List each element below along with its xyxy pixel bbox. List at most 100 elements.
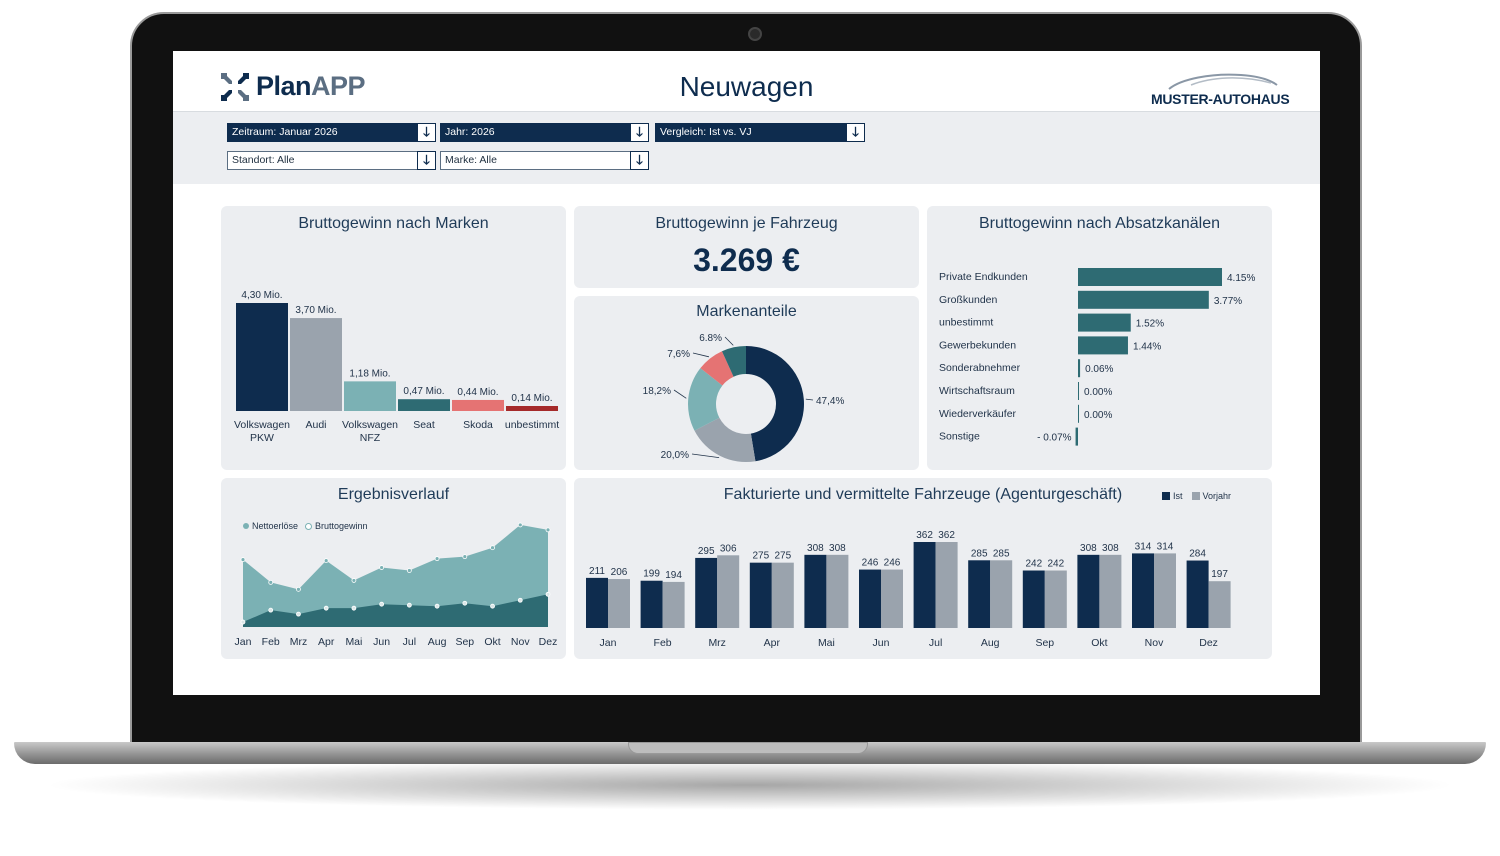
logo-plan-text: Plan: [256, 71, 312, 101]
area-month-label: Mai: [345, 636, 362, 648]
kanal-data-label: 0.06%: [1085, 364, 1113, 375]
fahrzeuge-month-label: Nov: [1145, 637, 1164, 649]
fahrzeuge-bar-ist: [1132, 553, 1154, 628]
marken-bar: [398, 399, 450, 411]
arrow-down-icon[interactable]: 🡓: [417, 123, 436, 142]
jahr-value: Jahr: 2026: [445, 126, 495, 138]
donut-leader-line: [673, 389, 687, 399]
donut-label: 18,2%: [643, 386, 671, 397]
area-point: [379, 565, 385, 570]
fahrzeuge-data-label: 199: [643, 569, 660, 580]
card-kpi: Bruttogewinn je Fahrzeug 3.269 €: [574, 206, 919, 288]
area-month-label: Jun: [373, 636, 390, 648]
kanal-bar: [1075, 427, 1078, 446]
fahrzeuge-bar-ist: [804, 554, 827, 628]
area-point: [240, 619, 246, 625]
marken-category-label: PKW: [250, 432, 274, 444]
area-point: [351, 578, 357, 583]
fahrzeuge-bar-ist: [749, 562, 772, 628]
kanal-data-label: 0.00%: [1084, 387, 1112, 398]
area-month-label: Sep: [455, 636, 474, 648]
page-title: Neuwagen: [679, 71, 814, 102]
area-point: [462, 600, 468, 606]
laptop-notch: [628, 742, 868, 754]
kanal-bar: [1078, 359, 1081, 378]
area-point: [379, 601, 385, 607]
fahrzeuge-month-label: Okt: [1091, 637, 1107, 649]
fahrzeuge-bar-ist: [586, 577, 608, 628]
donut-slice: [746, 346, 804, 462]
legend-nettoerloese-label: Nettoerlöse: [252, 521, 299, 531]
kanal-category-label: Sonderabnehmer: [939, 362, 1021, 374]
fahrzeuge-data-label: 285: [971, 548, 988, 559]
marken-category-label: unbestimmt: [505, 419, 559, 431]
filter-bar: Zeitraum: Januar 2026 🡓 Jahr: 2026 🡓 Ver…: [173, 112, 1320, 184]
fahrzeuge-bar-ist: [859, 569, 881, 628]
kanal-category-label: Private Endkunden: [939, 271, 1028, 283]
card-absatzkanaele: Bruttogewinn nach Absatzkanälen Private …: [927, 206, 1272, 470]
fahrzeuge-data-label: 306: [720, 543, 737, 554]
fahrzeuge-bar-vorjahr: [826, 554, 849, 628]
fahrzeuge-month-label: Jun: [873, 637, 890, 649]
legend-bruttogewinn-label: Bruttogewinn: [315, 521, 368, 531]
marken-category-label: NFZ: [360, 432, 381, 444]
marken-data-label: 0,47 Mio.: [403, 386, 444, 397]
donut-label: 20,0%: [661, 450, 689, 461]
kpi-value: 3.269 €: [693, 242, 800, 278]
legend-dot-icon: [243, 523, 249, 529]
zeitraum-dropdown[interactable]: Zeitraum: Januar 2026 🡓: [227, 123, 436, 142]
fahrzeuge-month-label: Feb: [654, 637, 672, 649]
arrow-down-icon[interactable]: 🡓: [630, 123, 649, 142]
marken-bar: [290, 318, 342, 411]
fahrzeuge-data-label: 275: [752, 551, 769, 562]
kanal-bar: [1078, 382, 1079, 400]
kanal-category-label: Sonstige: [939, 431, 980, 443]
area-point: [268, 580, 274, 585]
kanal-bar: [1078, 290, 1209, 309]
standort-dropdown[interactable]: Standort: Alle 🡓: [227, 151, 436, 170]
zeitraum-value: Zeitraum: Januar 2026: [232, 126, 338, 138]
fahrzeuge-bar-vorjahr: [1208, 581, 1231, 628]
fahrzeuge-bar-ist: [640, 580, 663, 628]
marken-data-label: 0,44 Mio.: [457, 387, 498, 398]
area-point: [517, 597, 523, 603]
fahrzeuge-bar-vorjahr: [935, 542, 958, 628]
fahrzeuge-bar-vorjahr: [608, 579, 630, 628]
kanal-bar: [1078, 404, 1079, 423]
brand-name: MUSTER-AUTOHAUS: [1151, 91, 1290, 107]
fahrzeuge-bar-vorjahr: [771, 562, 794, 628]
area-month-label: Jul: [403, 636, 416, 648]
donut-label: 7,6%: [667, 349, 690, 360]
kanal-bar: [1078, 336, 1128, 355]
jahr-dropdown[interactable]: Jahr: 2026 🡓: [440, 123, 649, 142]
marke-dropdown[interactable]: Marke: Alle 🡓: [440, 151, 649, 170]
fahrzeuge-data-label: 194: [665, 570, 682, 581]
legend-vorjahr-label: Vorjahr: [1202, 491, 1232, 501]
fahrzeuge-bar-ist: [695, 557, 718, 628]
fahrzeuge-bar-vorjahr: [662, 581, 685, 628]
donut-slice: [700, 351, 734, 386]
vergleich-dropdown[interactable]: Vergleich: Ist vs. VJ 🡓: [655, 123, 865, 142]
card-markenanteile-title: Markenanteile: [696, 303, 797, 320]
planapp-logo[interactable]: PlanAPP: [220, 71, 366, 102]
donut-leader-line: [692, 352, 710, 358]
fahrzeuge-data-label: 308: [829, 543, 846, 554]
fahrzeuge-data-label: 284: [1189, 549, 1206, 560]
arrow-down-icon[interactable]: 🡓: [630, 151, 649, 170]
marken-category-label: Volkswagen: [234, 419, 290, 431]
legend-nettoerloese: Nettoerlöse Bruttogewinn: [243, 521, 368, 531]
marken-bar: [506, 406, 558, 411]
area-point: [490, 603, 495, 609]
marken-category-label: Audi: [305, 419, 326, 431]
area-point: [517, 522, 523, 528]
marken-data-label: 1,18 Mio.: [349, 368, 390, 379]
dashboard-screen: PlanAPP Neuwagen MUSTER-AUTOHAUS Zeitrau…: [173, 51, 1320, 695]
card-marken: Bruttogewinn nach Marken 4,30 Mio. Volksw…: [221, 206, 566, 470]
fahrzeuge-month-label: Mai: [818, 637, 835, 649]
arrow-down-icon[interactable]: 🡓: [417, 151, 436, 170]
fahrzeuge-data-label: 314: [1157, 541, 1174, 552]
arrow-down-icon[interactable]: 🡓: [846, 123, 865, 142]
area-month-label: Apr: [318, 636, 335, 648]
brand-logo: MUSTER-AUTOHAUS: [1151, 63, 1290, 108]
kanal-category-label: unbestimmt: [939, 317, 993, 329]
